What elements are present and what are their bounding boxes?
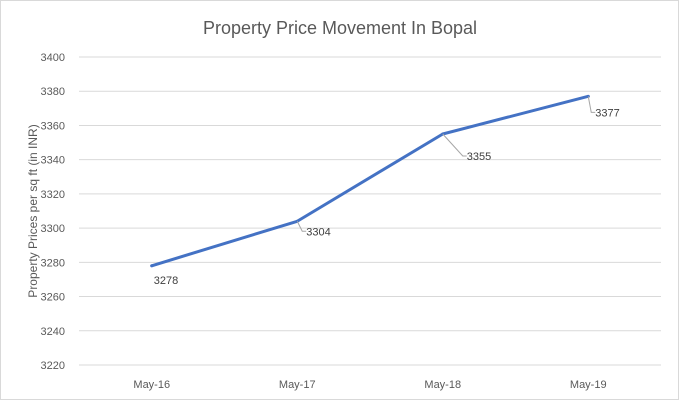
leader-line (587, 96, 596, 113)
gridlines (79, 56, 661, 366)
data-labels: 3278 3304 3355 3377 (154, 96, 620, 287)
y-tick-label: 3260 (41, 292, 65, 304)
x-axis-ticks: May-16 May-17 May-18 May-19 (133, 379, 606, 391)
y-tick-label: 3280 (41, 257, 65, 269)
x-tick-label: May-18 (424, 379, 461, 391)
leader-line (442, 133, 467, 157)
chart-title: Property Price Movement In Bopal (203, 18, 477, 38)
data-point (150, 264, 154, 268)
y-tick-label: 3300 (41, 223, 65, 235)
series-line (150, 94, 590, 268)
y-tick-label: 3380 (41, 86, 65, 98)
y-tick-label: 3320 (41, 189, 65, 201)
data-label: 3304 (306, 226, 330, 238)
x-tick-label: May-19 (570, 379, 607, 391)
x-tick-label: May-16 (133, 379, 170, 391)
series-layer (150, 94, 590, 268)
y-axis-label: Property Prices per sq ft (in INR) (26, 124, 40, 297)
data-label: 3355 (467, 151, 491, 163)
y-tick-label: 3400 (41, 52, 65, 64)
leader-line (296, 221, 307, 232)
y-axis-ticks: 3220 3240 3260 3280 3300 3320 3340 3360 3380 3400 (41, 52, 65, 372)
y-tick-label: 3340 (41, 155, 65, 167)
data-label: 3278 (154, 275, 178, 287)
data-label: 3377 (595, 107, 619, 119)
y-tick-label: 3240 (41, 326, 65, 338)
x-tick-label: May-17 (279, 379, 316, 391)
y-tick-label: 3360 (41, 120, 65, 132)
y-tick-label: 3220 (41, 360, 65, 372)
